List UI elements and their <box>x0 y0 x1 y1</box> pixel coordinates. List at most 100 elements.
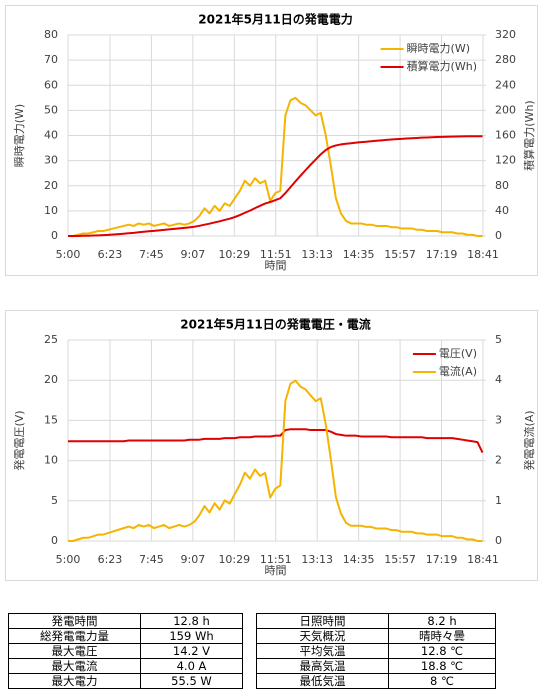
x-tick-label: 15:57 <box>384 248 416 261</box>
table-label: 平均気温 <box>256 643 389 659</box>
y-tick-label: 5 <box>51 494 58 507</box>
table-label: 最高気温 <box>256 658 389 674</box>
table-value: 晴時々曇 <box>388 628 496 644</box>
y2-tick-label: 40 <box>495 204 509 217</box>
table-value: 18.8 ℃ <box>388 658 496 674</box>
x-tick-label: 17:19 <box>426 248 458 261</box>
x-tick-label: 18:41 <box>467 553 499 566</box>
x-axis-title: 時間 <box>265 259 287 272</box>
spacer <box>242 613 257 629</box>
y-tick-label: 60 <box>44 78 58 91</box>
x-tick-label: 5:00 <box>56 553 81 566</box>
series-line <box>68 135 483 237</box>
y-tick-label: 25 <box>44 333 58 346</box>
x-tick-label: 6:23 <box>98 553 123 566</box>
legend-label: 積算電力(Wh) <box>407 59 477 73</box>
x-tick-label: 14:35 <box>343 553 375 566</box>
table-value: 159 Wh <box>140 628 243 644</box>
table-row: 最大電流 4.0 A 最高気温 18.8 ℃ <box>8 658 496 674</box>
x-tick-label: 6:23 <box>98 248 123 261</box>
x-tick-label: 7:45 <box>139 553 164 566</box>
y2-tick-label: 120 <box>495 154 516 167</box>
legend-label: 瞬時電力(W) <box>407 42 470 55</box>
y2-tick-label: 4 <box>495 373 502 386</box>
y2-tick-label: 3 <box>495 413 502 426</box>
spacer <box>242 628 257 644</box>
table-value: 12.8 ℃ <box>388 643 496 659</box>
series-line <box>68 96 483 237</box>
table-label: 発電時間 <box>8 613 141 629</box>
table-label: 最低気温 <box>256 673 389 689</box>
table-value: 8 ℃ <box>388 673 496 689</box>
x-tick-label: 11:51 <box>260 248 292 261</box>
y-axis-title: 発電電圧(V) <box>12 410 26 470</box>
y-axis-title: 瞬時電力(W) <box>13 104 26 167</box>
y-tick-label: 0 <box>51 229 58 242</box>
y-tick-label: 80 <box>44 28 58 41</box>
chart-title: 2021年5月11日の発電電力 <box>198 12 352 27</box>
table-label: 総発電電力量 <box>8 628 141 644</box>
y-tick-label: 30 <box>44 154 58 167</box>
table-row: 最大電力 55.5 W 最低気温 8 ℃ <box>8 673 496 689</box>
table-value: 55.5 W <box>140 673 243 689</box>
spacer <box>242 673 257 689</box>
table-value: 4.0 A <box>140 658 243 674</box>
x-tick-label: 10:29 <box>218 248 250 261</box>
table-label: 日照時間 <box>256 613 389 629</box>
y2-axis-title: 発電電流(A) <box>522 410 536 470</box>
spacer <box>242 643 257 659</box>
table-label: 最大電圧 <box>8 643 141 659</box>
chart-panel <box>5 5 538 276</box>
x-tick-label: 9:07 <box>181 248 206 261</box>
y2-tick-label: 0 <box>495 534 502 547</box>
y2-axis-title: 積算電力(Wh) <box>522 100 536 170</box>
x-tick-label: 11:51 <box>260 553 292 566</box>
y-tick-label: 70 <box>44 53 58 66</box>
table-row: 総発電電力量 159 Wh 天気概況 晴時々曇 <box>8 628 496 644</box>
table-row: 最大電圧 14.2 V 平均気温 12.8 ℃ <box>8 643 496 659</box>
y2-tick-label: 5 <box>495 333 502 346</box>
table-label: 天気概況 <box>256 628 389 644</box>
y2-tick-label: 2 <box>495 454 502 467</box>
x-tick-label: 15:57 <box>384 553 416 566</box>
legend-label: 電圧(V) <box>439 347 477 360</box>
y2-tick-label: 1 <box>495 494 502 507</box>
y-tick-label: 40 <box>44 129 58 142</box>
y-tick-label: 50 <box>44 103 58 116</box>
x-tick-label: 13:13 <box>301 248 333 261</box>
y-tick-label: 0 <box>51 534 58 547</box>
chart-title: 2021年5月11日の発電電圧・電流 <box>180 317 370 332</box>
table-label: 最大電力 <box>8 673 141 689</box>
series-line <box>68 428 484 453</box>
y2-tick-label: 320 <box>495 28 516 41</box>
table-label: 最大電流 <box>8 658 141 674</box>
y2-tick-label: 280 <box>495 53 516 66</box>
legend-label: 電流(A) <box>439 364 477 378</box>
y-tick-label: 10 <box>44 204 58 217</box>
x-tick-label: 10:29 <box>218 553 250 566</box>
x-tick-label: 9:07 <box>181 553 206 566</box>
series-line <box>68 379 483 542</box>
x-tick-label: 14:35 <box>343 248 375 261</box>
x-tick-label: 13:13 <box>301 553 333 566</box>
y-tick-label: 15 <box>44 413 58 426</box>
table-value: 12.8 h <box>140 613 243 629</box>
table-value: 14.2 V <box>140 643 243 659</box>
y2-tick-label: 80 <box>495 179 509 192</box>
legend: 瞬時電力(W) 積算電力(Wh) <box>380 42 477 73</box>
table-row: 発電時間 12.8 h 日照時間 8.2 h <box>8 613 496 629</box>
y-tick-label: 20 <box>44 373 58 386</box>
y2-tick-label: 200 <box>495 103 516 116</box>
y2-tick-label: 240 <box>495 78 516 91</box>
x-tick-label: 5:00 <box>56 248 81 261</box>
y-tick-label: 20 <box>44 179 58 192</box>
x-axis-title: 時間 <box>265 564 287 577</box>
x-tick-label: 18:41 <box>467 248 499 261</box>
x-tick-label: 7:45 <box>139 248 164 261</box>
y-tick-label: 10 <box>44 454 58 467</box>
table-value: 8.2 h <box>388 613 496 629</box>
y2-tick-label: 0 <box>495 229 502 242</box>
y2-tick-label: 160 <box>495 129 516 142</box>
spacer <box>242 658 257 674</box>
